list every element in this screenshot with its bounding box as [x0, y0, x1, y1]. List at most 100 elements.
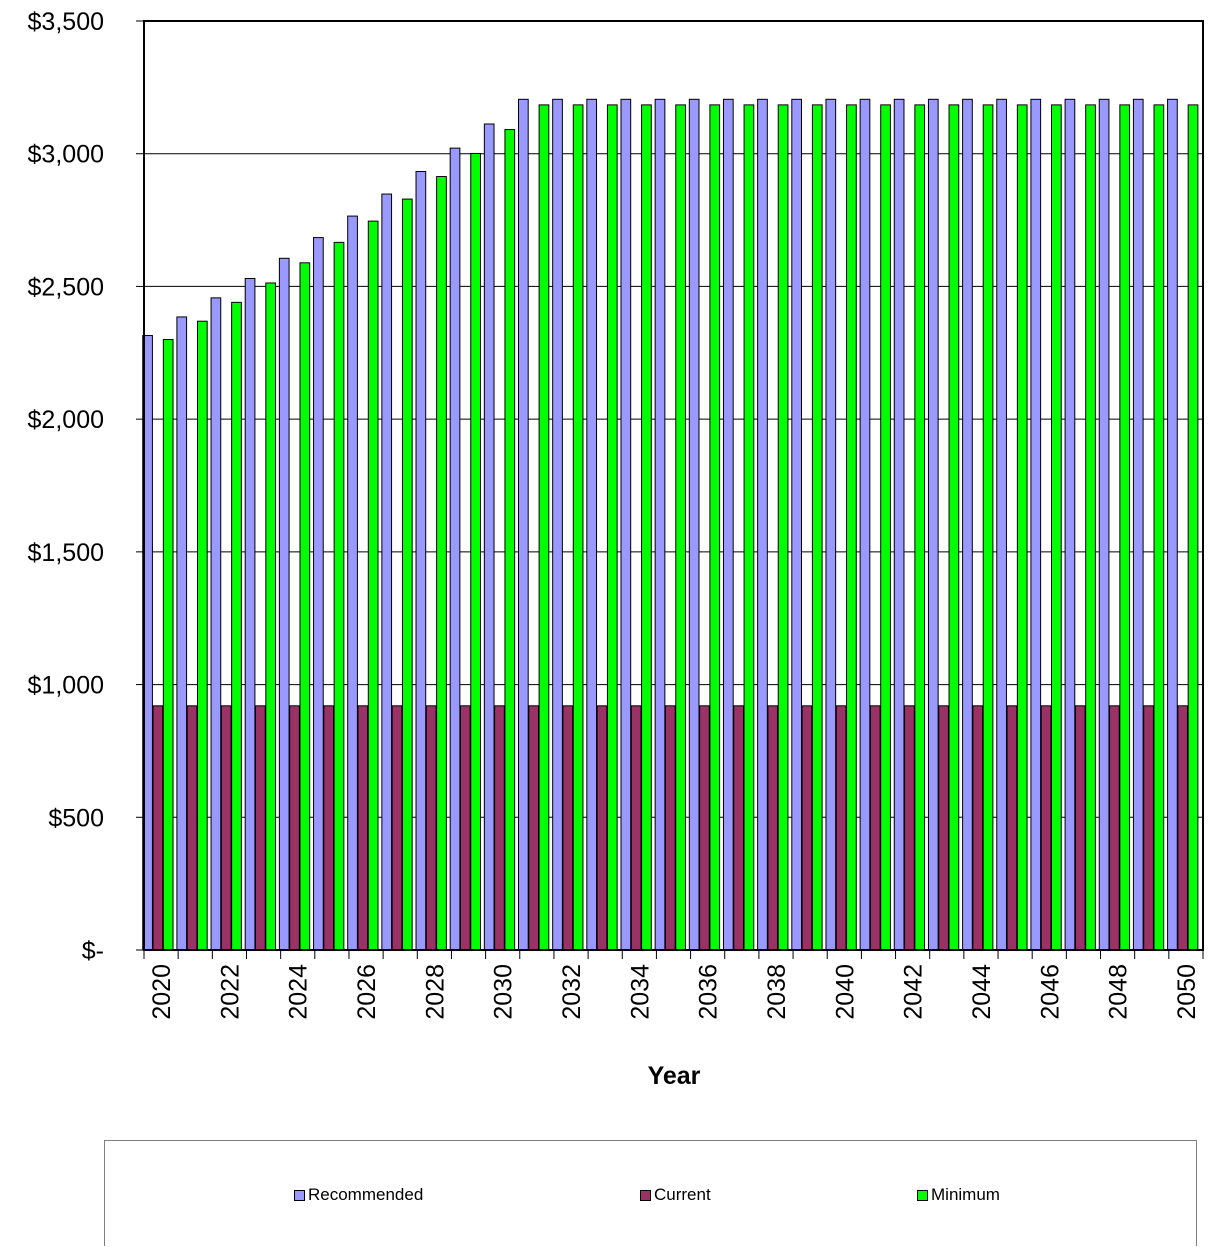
legend-swatch-recommended: [294, 1189, 305, 1201]
bar-recommended-2023: [244, 277, 256, 951]
bar-minimum-2025: [333, 241, 345, 951]
x-axis-title: Year: [648, 1062, 701, 1090]
legend-item-recommended: Recommended: [294, 1185, 423, 1205]
bar-recommended-2039: [791, 98, 802, 951]
bar-minimum-2020: [162, 339, 174, 951]
bar-minimum-2037: [743, 104, 755, 951]
bar-minimum-2024: [299, 262, 311, 951]
x-tick-label: 2040: [831, 964, 859, 1020]
bar-minimum-2028: [436, 176, 447, 951]
x-tick-label: 2022: [216, 964, 244, 1020]
y-tick-label: $2,000: [28, 406, 104, 434]
bar-recommended-2038: [757, 98, 768, 951]
legend-swatch-current: [640, 1189, 651, 1201]
bar-current-2046: [1040, 705, 1052, 951]
legend: Recommended Current Minimum: [104, 1140, 1197, 1246]
bar-current-2038: [767, 705, 779, 951]
bar-recommended-2025: [313, 237, 324, 951]
bar-minimum-2048: [1119, 104, 1131, 951]
bar-minimum-2043: [948, 104, 960, 951]
bar-recommended-2037: [722, 98, 734, 951]
bar-current-2042: [904, 705, 915, 951]
x-tick-label: 2026: [353, 964, 381, 1020]
bar-current-2025: [323, 705, 335, 951]
bar-minimum-2042: [914, 104, 926, 951]
x-tick-label: 2036: [695, 964, 723, 1020]
bar-recommended-2041: [859, 98, 871, 951]
bar-current-2024: [289, 705, 300, 951]
bar-current-2040: [835, 705, 847, 951]
plot-area-frame: [143, 20, 1204, 951]
bar-minimum-2023: [265, 282, 277, 951]
bar-minimum-2029: [470, 152, 481, 951]
legend-item-minimum: Minimum: [917, 1185, 1000, 1205]
bar-recommended-2026: [347, 215, 358, 951]
y-axis-tick-labels: $- $500 $1,000 $1,500 $2,000 $2,500 $3,000 $3,5…: [28, 8, 104, 965]
bar-recommended-2031: [518, 98, 529, 951]
bar-minimum-2036: [709, 104, 721, 951]
bar-current-2033: [596, 705, 608, 951]
legend-label-minimum: Minimum: [931, 1185, 1000, 1204]
bar-current-2036: [699, 705, 710, 951]
bar-minimum-2027: [401, 198, 413, 951]
bar-current-2037: [733, 705, 744, 951]
legend-item-current: Current: [640, 1185, 711, 1205]
bar-recommended-2028: [415, 171, 427, 951]
bar-recommended-2029: [449, 147, 461, 951]
bar-current-2029: [459, 705, 471, 951]
bar-minimum-2040: [846, 104, 857, 951]
bar-minimum-2044: [982, 104, 994, 951]
x-tick-label: 2048: [1105, 964, 1133, 1020]
bar-minimum-2041: [880, 104, 891, 951]
x-tick-label: 2032: [558, 964, 586, 1020]
y-tick-label: $2,500: [28, 273, 104, 301]
x-axis-tick-labels: 2020 2022 2024 2026 2028 2030 2032 2034 2036 2038…: [148, 964, 1201, 1020]
bar-recommended-2040: [825, 98, 837, 951]
bar-current-2043: [938, 705, 949, 951]
bar-recommended-2049: [1132, 98, 1144, 951]
bar-minimum-2046: [1051, 104, 1062, 951]
bar-minimum-2030: [504, 129, 516, 951]
bar-recommended-2030: [483, 123, 495, 951]
bar-recommended-2047: [1064, 98, 1076, 951]
x-tick-label: 2028: [421, 964, 449, 1020]
bar-recommended-2022: [210, 297, 222, 951]
bar-current-2049: [1143, 705, 1154, 951]
bar-recommended-2045: [996, 98, 1007, 951]
bar-minimum-2038: [777, 104, 789, 951]
bar-minimum-2022: [231, 301, 242, 951]
bar-minimum-2021: [196, 320, 208, 951]
bar-recommended-2027: [381, 193, 393, 951]
bar-current-2022: [220, 705, 232, 951]
y-tick-label: $-: [82, 937, 104, 965]
bar-current-2034: [630, 705, 642, 951]
bar-current-2041: [869, 705, 881, 951]
legend-label-recommended: Recommended: [308, 1185, 424, 1204]
bar-current-2030: [494, 705, 505, 951]
bar-current-2031: [528, 705, 539, 951]
bar-series: [142, 98, 1199, 951]
legend-swatch-minimum: [917, 1189, 928, 1201]
bar-minimum-2050: [1187, 104, 1199, 951]
bar-current-2050: [1177, 705, 1189, 951]
bar-minimum-2026: [367, 220, 379, 951]
x-tick-label: 2042: [900, 964, 928, 1020]
x-tick-label: 2020: [148, 964, 176, 1020]
bar-recommended-2044: [962, 98, 973, 951]
bar-recommended-2048: [1098, 98, 1110, 951]
bar-minimum-2033: [606, 104, 618, 951]
bar-current-2048: [1109, 705, 1120, 951]
y-tick-label: $3,500: [28, 8, 104, 36]
x-tick-label: 2050: [1173, 964, 1201, 1020]
bar-recommended-2035: [654, 98, 666, 951]
x-tick-label: 2034: [626, 964, 654, 1020]
y-tick-label: $1,500: [28, 539, 104, 567]
bar-recommended-2050: [1167, 98, 1178, 951]
x-tick-label: 2030: [490, 964, 518, 1020]
bar-current-2032: [562, 705, 574, 951]
y-tick-label: $500: [48, 804, 104, 832]
bar-recommended-2033: [586, 98, 598, 951]
bar-minimum-2045: [1016, 104, 1028, 951]
bar-recommended-2024: [278, 257, 290, 951]
